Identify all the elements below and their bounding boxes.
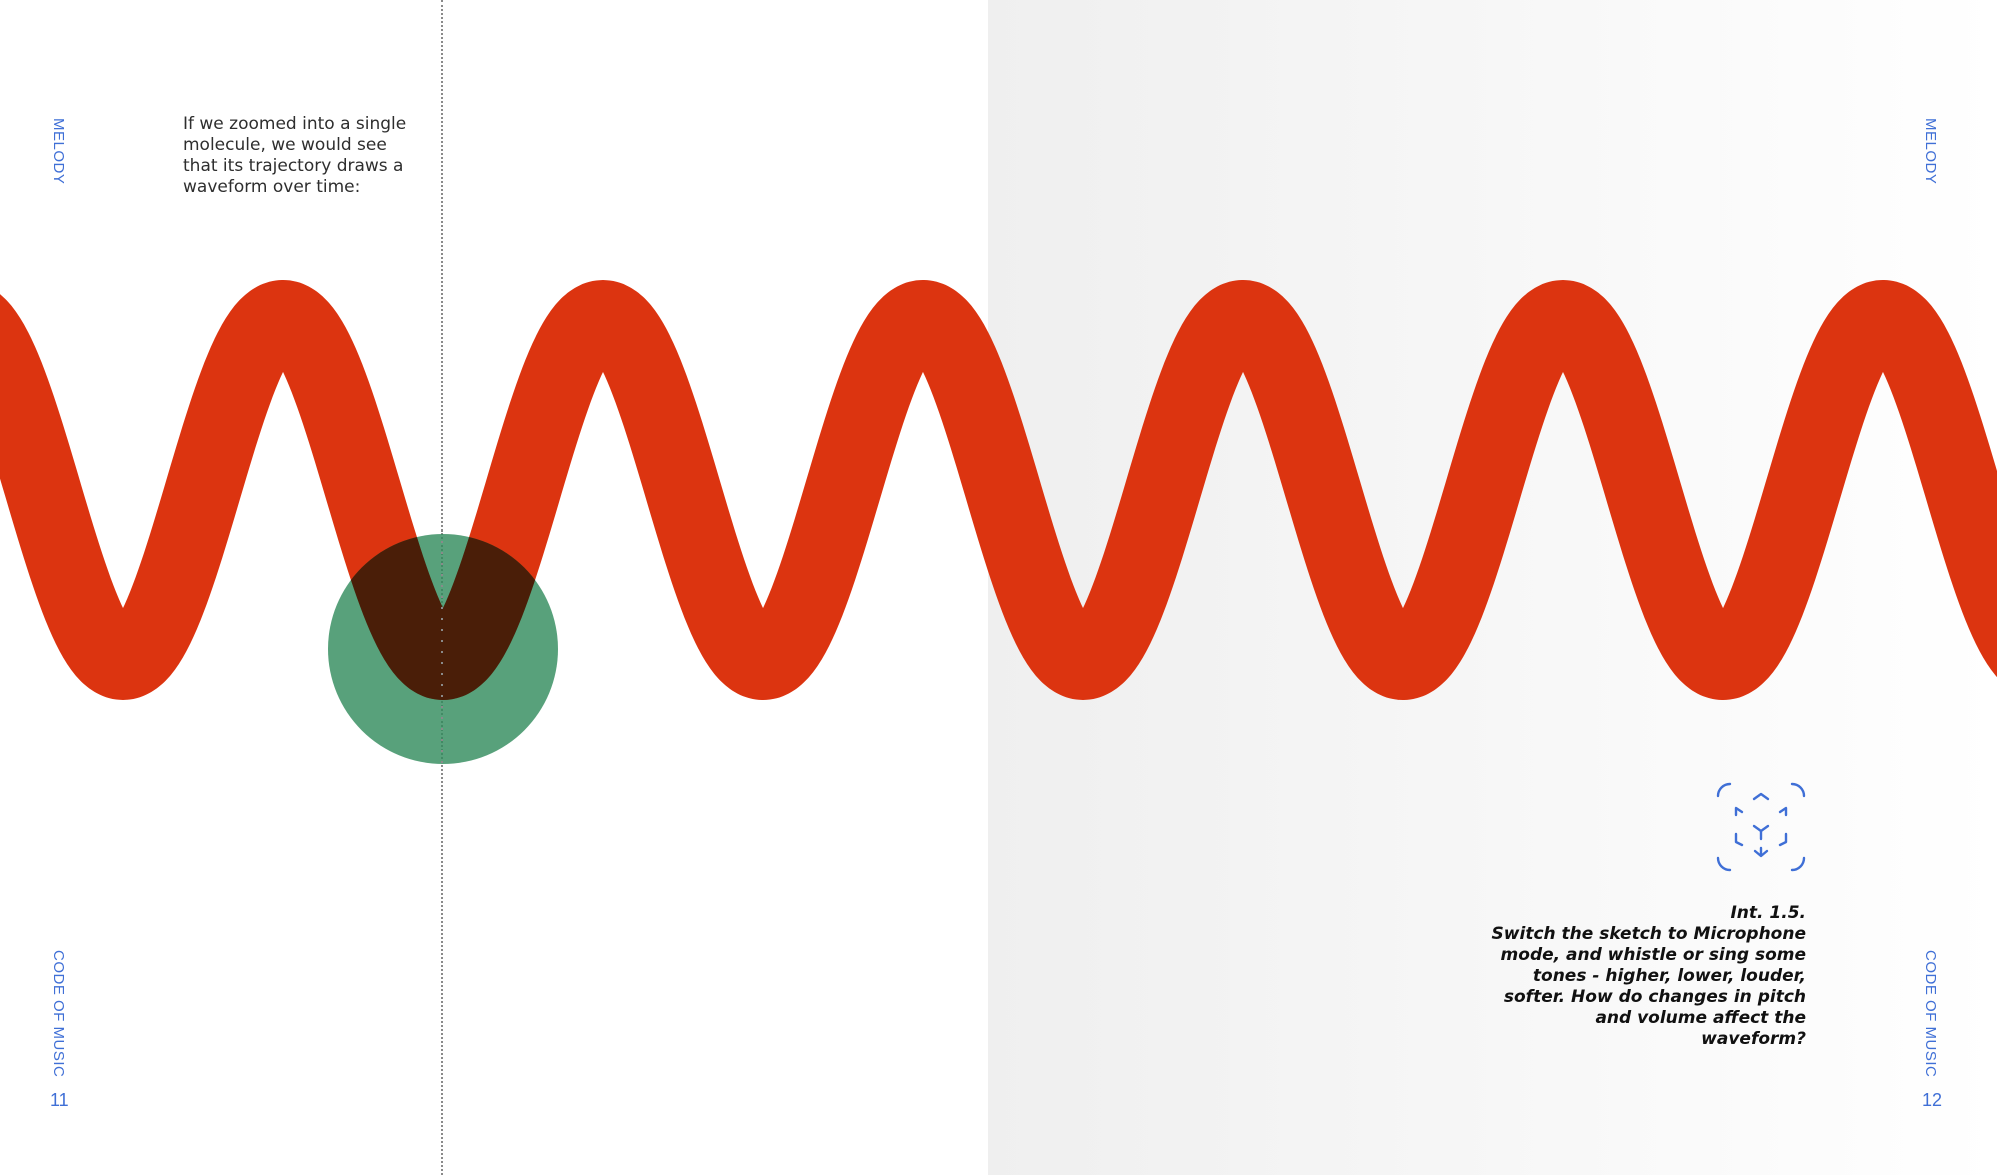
side-label-melody-right: MELODY <box>1922 118 1939 185</box>
sine-wave <box>0 280 1997 700</box>
page-number-left: 11 <box>50 1090 69 1110</box>
side-label-melody-left: MELODY <box>50 118 67 185</box>
caption-text: Switch the sketch to Microphone mode, an… <box>1491 924 1806 1049</box>
caption-title: Int. 1.5. <box>1730 903 1806 923</box>
intro-paragraph: If we zoomed into a single molecule, we … <box>183 114 407 197</box>
page-number-right: 12 <box>1922 1090 1943 1110</box>
side-label-code-of-music-left: CODE OF MUSIC <box>50 950 67 1078</box>
3d-cube-scan-icon[interactable] <box>1716 782 1806 872</box>
side-label-code-of-music-right: CODE OF MUSIC <box>1922 950 1939 1078</box>
interaction-caption: Int. 1.5. Switch the sketch to Microphon… <box>1486 903 1806 1050</box>
